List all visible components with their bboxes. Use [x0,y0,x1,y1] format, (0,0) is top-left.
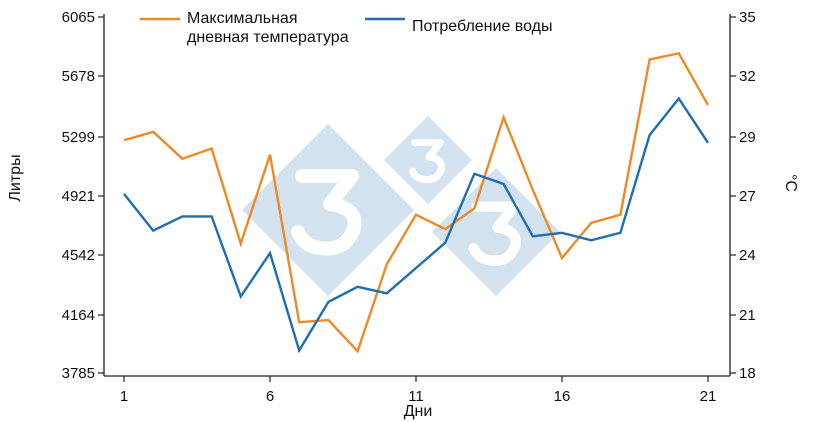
watermark-glyph [409,139,446,184]
y-left-axis-title: Литры [7,154,24,201]
y-right-tick-label: 29 [739,129,756,146]
watermark-glyph [291,169,362,256]
y-left-tick-label: 5299 [62,129,95,146]
right-axis-ticks: 18 21 24 27 29 32 35 [730,9,756,382]
x-tick-label: 16 [554,388,571,405]
y-left-tick-label: 4921 [62,188,95,205]
x-tick-label: 21 [700,388,717,405]
x-axis-ticks: 1 6 11 16 21 [120,376,717,405]
left-axis-ticks: 3785 4164 4542 4921 5299 5678 6065 [62,9,104,382]
y-right-tick-label: 18 [739,365,756,382]
y-left-tick-label: 5678 [62,68,95,85]
watermark-glyph [468,201,521,266]
legend: Максимальная дневная температура Потребле… [140,10,553,46]
y-left-tick-label: 4542 [62,247,95,264]
y-left-tick-label: 4164 [62,307,95,324]
y-right-tick-label: 21 [739,307,756,324]
legend-label-water: Потребление воды [412,18,553,35]
y-right-axis-title: °C [782,174,799,192]
watermark-logo [242,116,560,296]
legend-label-line: дневная температура [187,29,349,46]
y-left-tick-label: 3785 [62,365,95,382]
x-tick-label: 11 [408,388,424,405]
y-right-tick-label: 27 [739,188,756,205]
legend-label-temperature: Максимальная дневная температура [187,10,349,46]
y-right-tick-label: 24 [739,247,756,264]
y-right-tick-label: 32 [739,68,756,85]
legend-label-line: Максимальная [187,10,298,27]
series-line-temperature [123,51,710,354]
x-axis-title: Дни [404,403,433,420]
legend-label-line: Потребление воды [412,18,553,35]
y-left-tick-label: 6065 [62,9,95,26]
x-tick-label: 6 [266,388,274,405]
y-right-tick-label: 35 [739,9,756,26]
x-tick-label: 1 [120,388,128,405]
series-line-water [123,96,710,354]
series-layer [123,51,710,354]
